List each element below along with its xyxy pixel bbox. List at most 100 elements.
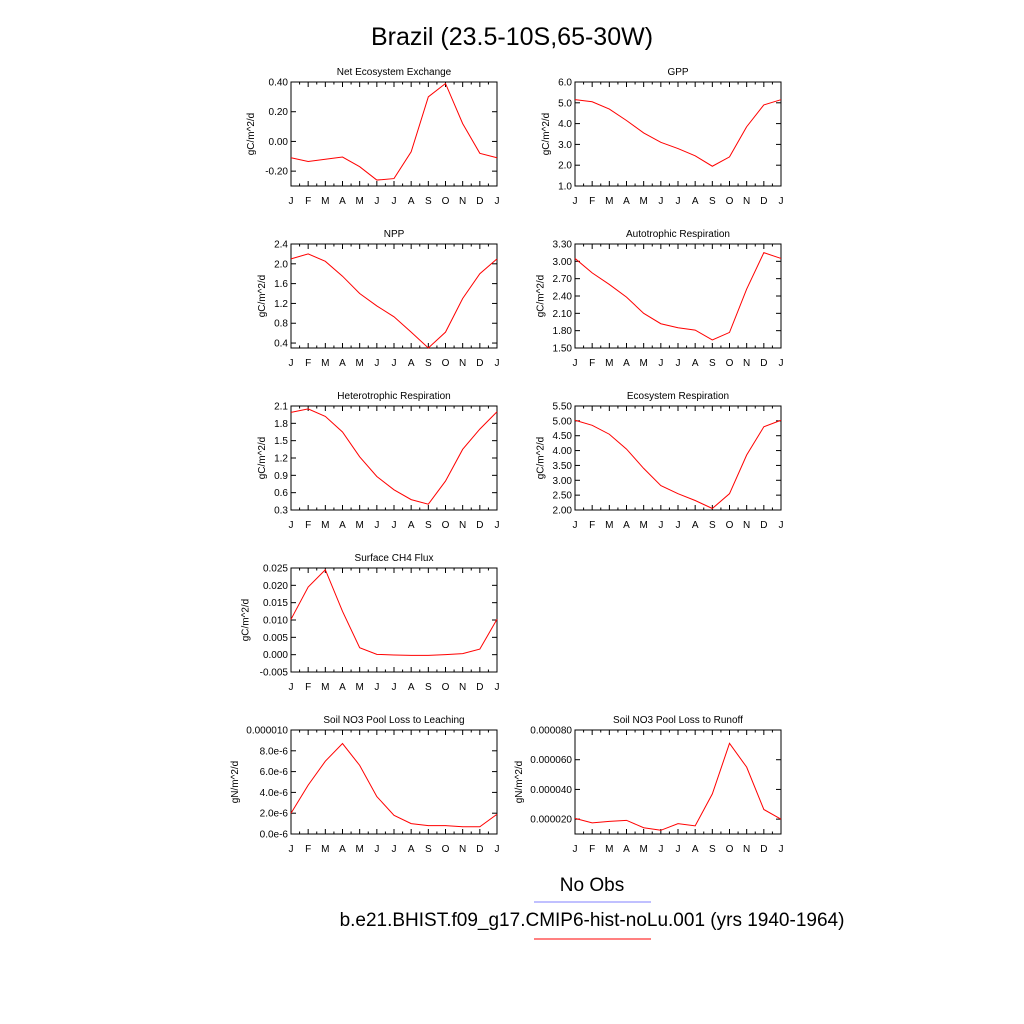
x-tick-label: M: [605, 196, 613, 207]
x-tick-label: M: [355, 358, 363, 369]
series-line: [574, 252, 782, 341]
y-tick-label: 0.020: [263, 581, 288, 592]
x-tick-label: D: [760, 196, 767, 207]
x-tick-label: A: [692, 844, 699, 855]
x-tick-label: J: [374, 196, 379, 207]
x-tick-label: J: [374, 682, 379, 693]
panel-title: GPP: [667, 67, 688, 78]
series-line: [290, 408, 498, 505]
x-tick-label: A: [692, 196, 699, 207]
x-tick-label: S: [425, 520, 432, 531]
y-tick-label: 1.0: [558, 182, 572, 193]
y-tick-label: 2.70: [553, 274, 573, 285]
y-tick-label: 4.0e-6: [260, 788, 289, 799]
y-tick-label: 2.4: [274, 240, 288, 251]
x-tick-label: J: [495, 196, 500, 207]
y-tick-label: 0.000020: [530, 815, 572, 826]
y-axis-label: gC/m^2/d: [541, 113, 552, 156]
y-tick-label: 1.50: [553, 344, 573, 355]
chart-panel-6: J F M A M J J A S O N D J2.002.503.003.504.004.505.0…: [535, 391, 783, 531]
y-tick-label: 4.50: [553, 431, 573, 442]
y-tick-label: 1.80: [553, 326, 573, 337]
y-tick-label: 0.20: [269, 107, 289, 118]
y-tick-label: 5.50: [553, 402, 573, 413]
x-tick-label: O: [726, 520, 734, 531]
x-tick-label: J: [495, 358, 500, 369]
x-tick-label: M: [321, 520, 329, 531]
x-tick-label: F: [305, 196, 311, 207]
x-tick-label: S: [425, 844, 432, 855]
x-tick-label: A: [623, 358, 630, 369]
x-tick-label: A: [339, 844, 346, 855]
panel-title: Soil NO3 Pool Loss to Leaching: [323, 715, 464, 726]
x-tick-label: M: [321, 844, 329, 855]
x-tick-label: N: [459, 682, 466, 693]
y-tick-label: 5.00: [553, 416, 573, 427]
y-tick-label: 0.3: [274, 506, 288, 517]
y-tick-label: 3.30: [553, 240, 573, 251]
x-tick-label: O: [442, 358, 450, 369]
x-tick-label: F: [305, 844, 311, 855]
x-tick-label: D: [476, 682, 483, 693]
y-axis-label: gN/m^2/d: [514, 761, 525, 804]
x-tick-label: M: [639, 844, 647, 855]
series-line: [574, 742, 782, 831]
y-tick-label: 0.000040: [530, 785, 572, 796]
x-tick-label: S: [425, 196, 432, 207]
x-tick-label: M: [605, 520, 613, 531]
plot-frame: [290, 729, 498, 835]
x-tick-label: N: [743, 196, 750, 207]
y-tick-label: 2.10: [553, 309, 573, 320]
y-tick-label: 0.025: [263, 564, 288, 575]
panel-title: Soil NO3 Pool Loss to Runoff: [613, 715, 743, 726]
series-line: [290, 82, 498, 181]
x-tick-label: O: [726, 358, 734, 369]
x-tick-label: A: [339, 196, 346, 207]
chart-panel-9: J F M A M J J A S O N D J0.0000200.0000400.0000600.0…: [514, 715, 784, 855]
x-tick-label: S: [425, 682, 432, 693]
y-axis-label: gC/m^2/d: [535, 275, 546, 318]
x-tick-label: F: [589, 196, 595, 207]
y-tick-label: 0.000: [263, 650, 288, 661]
figure-title: Brazil (23.5-10S,65-30W): [371, 23, 653, 51]
x-tick-label: A: [623, 196, 630, 207]
x-tick-label: J: [374, 358, 379, 369]
x-tick-label: J: [495, 682, 500, 693]
x-tick-label: O: [442, 520, 450, 531]
x-tick-label: N: [459, 196, 466, 207]
x-tick-label: A: [339, 358, 346, 369]
x-tick-label: J: [573, 844, 578, 855]
panel-title: Heterotrophic Respiration: [337, 391, 450, 402]
x-tick-label: A: [408, 682, 415, 693]
x-tick-label: F: [305, 682, 311, 693]
y-tick-label: 2.0: [274, 259, 288, 270]
series-line: [290, 568, 498, 656]
x-tick-label: A: [408, 844, 415, 855]
y-tick-label: -0.20: [265, 167, 288, 178]
x-tick-label: J: [676, 844, 681, 855]
x-tick-label: J: [658, 844, 663, 855]
y-tick-label: 3.0: [558, 140, 572, 151]
y-tick-label: 3.00: [553, 257, 573, 268]
plot-frame: [574, 405, 782, 511]
x-tick-label: A: [692, 358, 699, 369]
y-tick-label: 0.000060: [530, 755, 572, 766]
x-tick-label: D: [760, 520, 767, 531]
x-tick-label: J: [495, 520, 500, 531]
x-tick-label: M: [355, 196, 363, 207]
x-tick-label: J: [676, 358, 681, 369]
x-tick-label: M: [639, 520, 647, 531]
x-tick-label: J: [658, 358, 663, 369]
x-tick-label: O: [726, 844, 734, 855]
x-tick-label: D: [476, 358, 483, 369]
x-tick-label: J: [779, 520, 784, 531]
y-tick-label: 2.1: [274, 402, 288, 413]
series-line: [290, 742, 498, 828]
x-tick-label: N: [459, 844, 466, 855]
x-tick-label: M: [355, 844, 363, 855]
y-axis-label: gC/m^2/d: [246, 113, 257, 156]
y-tick-label: 0.4: [274, 339, 288, 350]
